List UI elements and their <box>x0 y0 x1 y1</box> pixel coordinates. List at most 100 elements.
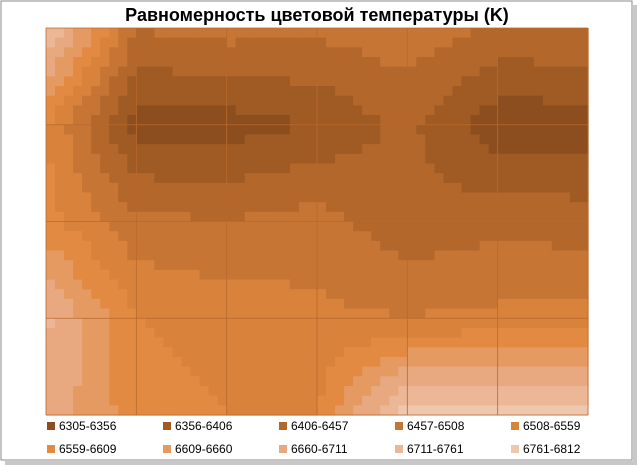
contour-cell <box>551 269 562 281</box>
contour-cell <box>163 28 174 39</box>
contour-cell <box>488 298 499 310</box>
contour-cell <box>91 240 101 252</box>
contour-cell <box>515 202 526 213</box>
contour-cell <box>73 327 83 339</box>
legend-label: 6457-6508 <box>407 419 465 433</box>
contour-cell <box>145 405 155 416</box>
contour-cell <box>362 37 372 48</box>
contour-cell <box>353 95 363 106</box>
contour-cell <box>389 366 399 377</box>
contour-cell <box>398 337 408 348</box>
contour-cell <box>317 298 327 310</box>
contour-cell <box>55 163 65 174</box>
contour-cell <box>172 202 183 213</box>
contour-cell <box>389 76 399 87</box>
contour-cell <box>91 279 101 290</box>
contour-cell <box>380 337 390 348</box>
contour-cell <box>64 308 74 319</box>
contour-cell <box>515 356 526 368</box>
contour-cell <box>371 279 381 290</box>
contour-cell <box>425 153 436 165</box>
contour-cell <box>226 66 237 77</box>
contour-cell <box>64 115 74 126</box>
contour-cell <box>136 337 146 348</box>
contour-cell <box>371 337 381 348</box>
contour-cell <box>226 28 237 39</box>
contour-cell <box>416 376 426 387</box>
contour-cell <box>280 289 291 300</box>
contour-cell <box>298 202 309 213</box>
contour-cell <box>362 250 372 261</box>
contour-cell <box>506 153 517 165</box>
contour-cell <box>398 105 408 116</box>
contour-cell <box>524 347 535 358</box>
contour-cell <box>569 240 580 252</box>
contour-cell <box>560 318 571 329</box>
contour-cell <box>271 202 282 213</box>
contour-cell <box>533 47 544 58</box>
contour-cell <box>317 308 327 319</box>
contour-cell <box>461 366 472 377</box>
contour-cell <box>190 144 201 155</box>
contour-cell <box>100 279 110 290</box>
contour-cell <box>497 144 508 155</box>
contour-cell <box>479 269 490 281</box>
contour-cell <box>389 37 399 48</box>
contour-cell <box>145 76 155 87</box>
contour-cell <box>551 327 562 339</box>
contour-cell <box>335 337 345 348</box>
contour-cell <box>470 356 481 368</box>
contour-cell <box>479 366 490 377</box>
contour-cell <box>163 366 174 377</box>
contour-cell <box>289 289 300 300</box>
contour-cell <box>145 337 155 348</box>
contour-cell <box>488 240 499 252</box>
contour-cell <box>569 376 580 387</box>
contour-cell <box>100 211 110 223</box>
contour-cell <box>118 182 128 194</box>
contour-cell <box>434 182 445 194</box>
contour-cell <box>235 182 246 194</box>
contour-cell <box>416 289 426 300</box>
contour-cell <box>389 105 399 116</box>
contour-cell <box>109 308 119 319</box>
contour-cell <box>289 105 300 116</box>
contour-cell <box>154 385 165 397</box>
contour-cell <box>506 105 517 116</box>
contour-cell <box>569 192 580 203</box>
contour-cell <box>452 298 463 310</box>
contour-cell <box>199 95 210 106</box>
contour-cell <box>199 211 210 223</box>
contour-cell <box>479 66 490 77</box>
contour-cell <box>362 173 372 184</box>
contour-cell <box>344 76 354 87</box>
contour-cell <box>569 66 580 77</box>
contour-cell <box>154 269 165 281</box>
contour-cell <box>73 192 83 203</box>
contour-cell <box>208 95 219 106</box>
contour-cell <box>46 86 56 97</box>
contour-cell <box>506 37 517 48</box>
contour-cell <box>298 356 309 368</box>
contour-cell <box>362 95 372 106</box>
contour-cell <box>371 86 381 97</box>
contour-cell <box>398 260 408 271</box>
contour-cell <box>326 57 336 68</box>
contour-cell <box>407 298 417 310</box>
contour-cell <box>443 221 454 232</box>
contour-cell <box>73 105 83 116</box>
contour-cell <box>560 105 571 116</box>
contour-cell <box>542 95 553 106</box>
contour-cell <box>524 395 535 406</box>
contour-cell <box>524 240 535 252</box>
contour-cell <box>551 57 562 68</box>
contour-cell <box>73 134 83 145</box>
contour-cell <box>560 163 571 174</box>
contour-cell <box>262 240 273 252</box>
contour-cell <box>82 173 92 184</box>
contour-cell <box>190 327 201 339</box>
contour-cell <box>190 405 201 416</box>
contour-cell <box>172 347 183 358</box>
contour-cell <box>190 192 201 203</box>
contour-cell <box>82 182 92 194</box>
